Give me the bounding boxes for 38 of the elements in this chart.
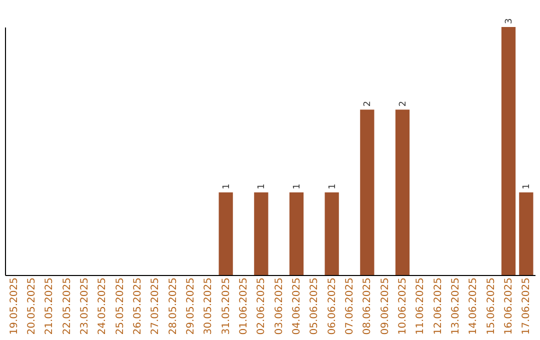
x-tick-label: 31.05.2025 xyxy=(220,278,232,335)
x-tick-label: 08.06.2025 xyxy=(362,278,374,335)
x-tick-label: 27.05.2025 xyxy=(150,278,162,335)
data-label: 1 xyxy=(292,184,302,190)
x-tick-label: 23.05.2025 xyxy=(80,278,90,335)
x-tick-label: 04.06.2025 xyxy=(292,278,302,335)
x-tick-label: 09.06.2025 xyxy=(380,278,391,335)
x-tick-label: 10.06.2025 xyxy=(398,278,408,335)
x-tick-label: 29.05.2025 xyxy=(186,278,196,335)
x-tick-label: 17.06.2025 xyxy=(521,278,532,335)
x-tick-label: 25.05.2025 xyxy=(114,278,126,335)
x-tick-label: 30.05.2025 xyxy=(203,278,214,335)
data-label: 1 xyxy=(328,184,338,190)
x-tick-label: 06.06.2025 xyxy=(326,278,338,335)
x-tick-label: 28.05.2025 xyxy=(168,278,179,335)
x-tick-label: 01.06.2025 xyxy=(238,278,250,335)
x-tick-label: 07.06.2025 xyxy=(344,278,356,335)
x-tick-label: 03.06.2025 xyxy=(274,278,285,335)
x-tick-label: 24.05.2025 xyxy=(97,278,108,335)
data-label: 3 xyxy=(504,18,514,24)
x-tick-label: 12.06.2025 xyxy=(432,278,444,335)
x-tick-label: 11.06.2025 xyxy=(415,278,426,335)
data-label: 1 xyxy=(522,184,532,190)
x-tick-label: 14.06.2025 xyxy=(468,278,480,335)
x-tick-label: 26.05.2025 xyxy=(132,278,144,335)
x-tick-label: 20.05.2025 xyxy=(26,278,38,335)
data-label: 2 xyxy=(398,100,408,107)
data-label: 1 xyxy=(257,184,268,190)
data-label: 1 xyxy=(222,184,232,190)
x-tick-label: 05.06.2025 xyxy=(309,278,320,335)
x-tick-label: 02.06.2025 xyxy=(256,278,268,335)
x-tick-label: 16.06.2025 xyxy=(504,278,514,335)
data-label: 2 xyxy=(363,100,374,107)
x-tick-label: 15.06.2025 xyxy=(486,278,497,335)
x-tick-label: 19.05.2025 xyxy=(8,278,20,335)
x-tick-label: 22.05.2025 xyxy=(62,278,73,335)
x-tick-label: 13.06.2025 xyxy=(450,278,462,335)
x-tick-label: 21.05.2025 xyxy=(44,278,56,335)
